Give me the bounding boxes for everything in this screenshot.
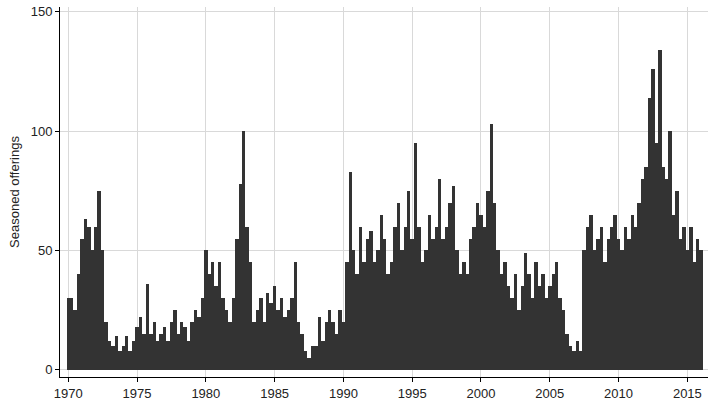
svg-text:2010: 2010 <box>604 386 633 401</box>
svg-text:1995: 1995 <box>398 386 427 401</box>
svg-text:1970: 1970 <box>54 386 83 401</box>
svg-text:150: 150 <box>31 4 53 19</box>
svg-text:0: 0 <box>45 362 52 377</box>
svg-text:2005: 2005 <box>535 386 564 401</box>
svg-text:50: 50 <box>38 243 52 258</box>
svg-text:100: 100 <box>31 124 53 139</box>
svg-text:2015: 2015 <box>673 386 702 401</box>
svg-text:Seasoned offerings: Seasoned offerings <box>7 136 22 248</box>
svg-text:1975: 1975 <box>123 386 152 401</box>
svg-text:1980: 1980 <box>191 386 220 401</box>
svg-text:1985: 1985 <box>260 386 289 401</box>
svg-text:1990: 1990 <box>329 386 358 401</box>
svg-text:2000: 2000 <box>467 386 496 401</box>
